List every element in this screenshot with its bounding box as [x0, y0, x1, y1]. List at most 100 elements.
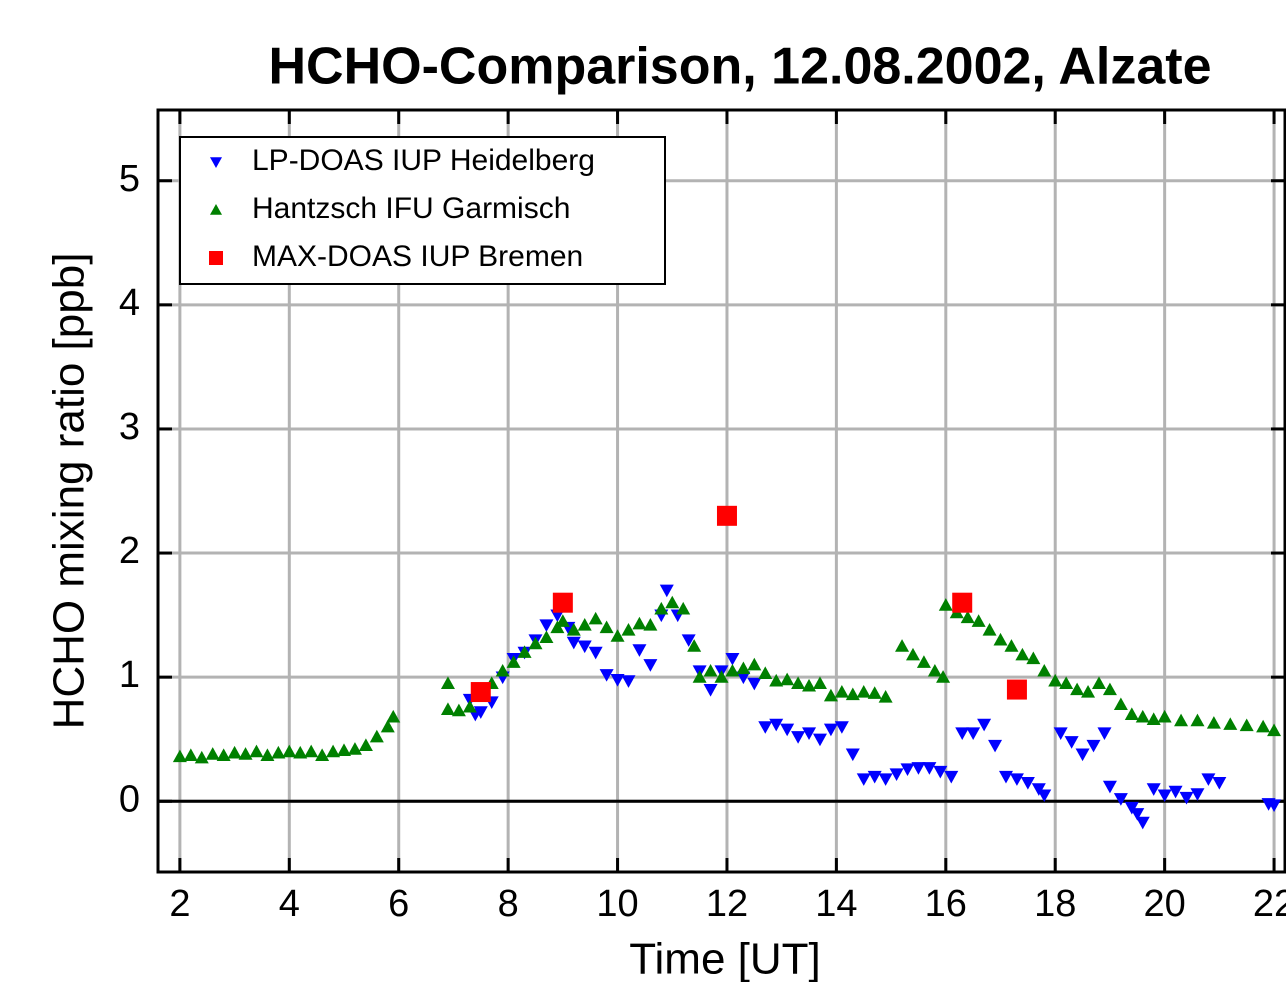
y-tick-label: 2 — [119, 530, 140, 572]
marker-triangle-up — [812, 676, 827, 689]
marker-triangle-up — [938, 598, 953, 611]
marker-triangle-down — [998, 770, 1013, 784]
marker-triangle-up — [1037, 663, 1052, 677]
marker-triangle-up — [555, 614, 570, 627]
marker-triangle-down — [681, 634, 696, 647]
marker-triangle-up — [599, 620, 614, 634]
x-tick-label: 6 — [388, 883, 409, 925]
marker-triangle-up — [823, 688, 838, 702]
marker-triangle-up — [1223, 717, 1238, 730]
marker-triangle-up — [834, 685, 849, 698]
marker-triangle-up — [905, 647, 920, 661]
marker-triangle-up — [747, 657, 762, 671]
marker-triangle-down — [889, 768, 904, 781]
marker-triangle-down — [1102, 780, 1117, 794]
marker-triangle-up — [210, 204, 222, 215]
marker-triangle-up — [358, 738, 373, 752]
marker-triangle-down — [955, 727, 970, 741]
marker-triangle-up — [315, 748, 330, 761]
marker-triangle-down — [1064, 736, 1079, 749]
marker-triangle-up — [347, 742, 362, 755]
marker-triangle-down — [1201, 773, 1216, 786]
marker-triangle-up — [260, 748, 275, 761]
marker-triangle-down — [834, 721, 849, 734]
marker-triangle-up — [856, 685, 871, 698]
marker-triangle-up — [1239, 718, 1254, 732]
y-tick-label: 5 — [119, 158, 140, 200]
x-tick-label: 10 — [596, 883, 638, 925]
marker-triangle-down — [977, 718, 992, 732]
marker-triangle-up — [238, 747, 253, 760]
marker-triangle-up — [326, 744, 341, 758]
marker-triangle-up — [643, 618, 658, 631]
marker-triangle-up — [1206, 716, 1221, 729]
marker-triangle-up — [1091, 676, 1106, 689]
marker-triangle-down — [566, 636, 581, 650]
marker-triangle-up — [714, 670, 729, 683]
marker-triangle-down — [599, 669, 614, 682]
y-axis-label: HCHO mixing ratio [ppb] — [45, 253, 94, 730]
marker-triangle-up — [183, 748, 198, 761]
marker-triangle-down — [473, 706, 488, 719]
marker-triangle-up — [632, 616, 647, 630]
marker-triangle-up — [588, 611, 603, 625]
marker-triangle-down — [878, 773, 893, 786]
x-tick-label: 22 — [1253, 883, 1286, 925]
marker-triangle-down — [588, 646, 603, 660]
x-tick-label: 18 — [1034, 883, 1076, 925]
marker-triangle-up — [982, 622, 997, 636]
marker-triangle-down — [911, 762, 926, 775]
marker-triangle-up — [1267, 723, 1282, 737]
marker-triangle-up — [194, 750, 209, 764]
marker-triangle-up — [936, 670, 951, 683]
marker-triangle-up — [205, 747, 220, 760]
marker-triangle-down — [1179, 791, 1194, 805]
marker-triangle-up — [1048, 673, 1063, 687]
marker-square — [470, 682, 491, 703]
legend-label: Hantzsch IFU Garmisch — [252, 192, 570, 225]
marker-triangle-up — [1059, 676, 1074, 689]
y-tick-label: 3 — [119, 406, 140, 448]
marker-triangle-down — [791, 731, 806, 744]
y-tick-label: 4 — [119, 282, 140, 324]
marker-triangle-down — [632, 644, 647, 657]
marker-triangle-down — [900, 763, 915, 776]
series — [462, 584, 1282, 830]
marker-triangle-up — [249, 744, 264, 758]
marker-triangle-up — [172, 749, 187, 763]
marker-triangle-up — [1081, 685, 1096, 698]
marker-triangle-down — [1020, 777, 1035, 790]
x-tick-label: 4 — [279, 883, 300, 925]
legend-box — [179, 136, 666, 285]
y-tick-label: 1 — [119, 654, 140, 696]
marker-triangle-down — [933, 765, 948, 779]
marker-triangle-up — [227, 745, 242, 759]
x-tick-label: 20 — [1144, 883, 1186, 925]
marker-square — [716, 505, 737, 526]
marker-triangle-down — [1157, 789, 1172, 803]
marker-triangle-up — [878, 690, 893, 703]
marker-triangle-down — [210, 157, 222, 168]
marker-triangle-up — [386, 709, 401, 723]
x-tick-label: 2 — [169, 883, 190, 925]
marker-triangle-up — [769, 673, 784, 687]
marker-triangle-down — [769, 718, 784, 732]
marker-triangle-up — [1256, 719, 1271, 733]
marker-triangle-up — [654, 601, 669, 615]
marker-triangle-down — [1267, 799, 1282, 812]
marker-triangle-up — [462, 699, 477, 713]
marker-triangle-up — [539, 630, 554, 644]
marker-triangle-up — [867, 686, 882, 699]
series — [172, 595, 1282, 764]
marker-triangle-down — [610, 674, 625, 687]
x-axis-label: Time [UT] — [629, 935, 820, 982]
marker-triangle-up — [440, 702, 455, 716]
marker-triangle-up — [369, 729, 384, 743]
marker-triangle-up — [993, 632, 1008, 646]
marker-triangle-up — [517, 645, 532, 658]
series — [470, 505, 1027, 703]
x-tick-label: 16 — [925, 883, 967, 925]
marker-triangle-up — [1124, 707, 1139, 720]
marker-triangle-up — [665, 595, 680, 609]
